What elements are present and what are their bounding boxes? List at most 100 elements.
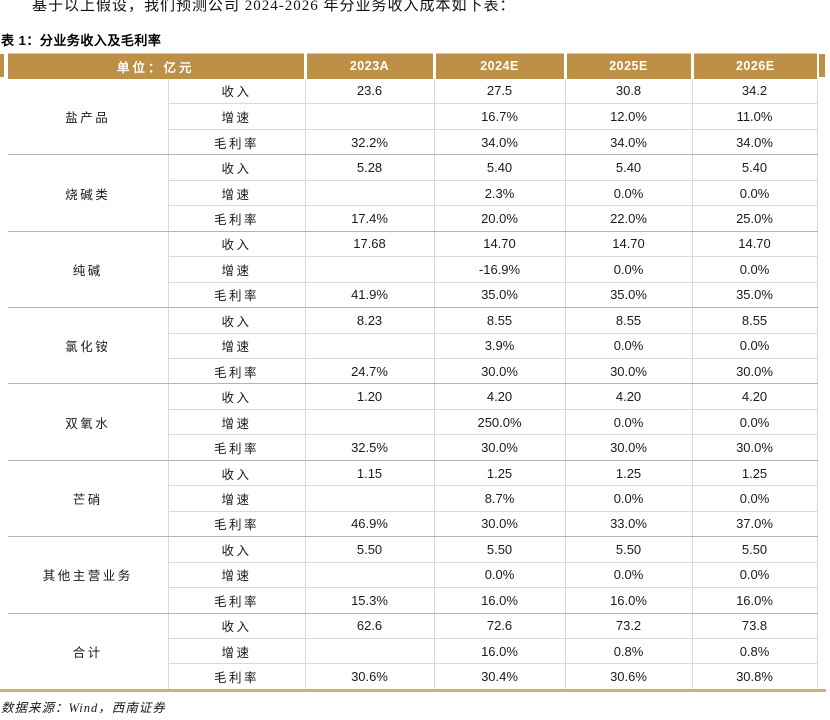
value-cell: 32.2% xyxy=(305,129,435,156)
value-cell: 35.0% xyxy=(692,282,818,309)
table-row: 毛利率 24.7% 30.0% 30.0% 30.0% xyxy=(8,358,818,385)
value-cell: 0.8% xyxy=(692,638,818,665)
metric-cell: 毛利率 xyxy=(168,511,306,538)
value-cell: 41.9% xyxy=(305,282,435,309)
metric-cell: 毛利率 xyxy=(168,205,306,232)
table-bottom-rule xyxy=(0,689,826,692)
value-cell: 14.70 xyxy=(434,231,566,258)
value-cell: 0.0% xyxy=(692,562,818,589)
header-left-sliver xyxy=(0,54,4,77)
metric-cell: 毛利率 xyxy=(168,129,306,156)
value-cell: 30.0% xyxy=(434,434,566,461)
value-cell xyxy=(305,485,435,512)
metric-cell: 收入 xyxy=(168,78,306,105)
value-cell: 8.23 xyxy=(305,307,435,334)
table-row: 双氧水 收入 1.20 4.20 4.20 4.20 xyxy=(8,383,818,461)
table-row: 毛利率 46.9% 30.0% 33.0% 37.0% xyxy=(8,511,818,538)
value-cell: 73.8 xyxy=(692,613,818,639)
value-cell: 16.0% xyxy=(565,587,693,614)
value-cell: 5.40 xyxy=(565,154,693,181)
table-row: 毛利率 41.9% 35.0% 35.0% 35.0% xyxy=(8,282,818,309)
value-cell: 15.3% xyxy=(305,587,435,614)
table-row: 纯碱 收入 17.68 14.70 14.70 14.70 xyxy=(8,231,818,309)
value-cell: 30.0% xyxy=(434,511,566,538)
value-cell: 30.6% xyxy=(565,663,693,690)
value-cell: 30.0% xyxy=(692,358,818,385)
value-cell: 8.7% xyxy=(434,485,566,512)
value-cell: 30.0% xyxy=(565,358,693,385)
value-cell: 5.50 xyxy=(565,536,693,563)
value-cell: 0.0% xyxy=(565,256,693,283)
value-cell xyxy=(305,562,435,589)
value-cell: 4.20 xyxy=(692,383,818,410)
category-cell: 氯化铵 xyxy=(8,307,169,385)
table-row: 增速 -16.9% 0.0% 0.0% xyxy=(8,256,818,283)
value-cell: 30.8% xyxy=(692,663,818,690)
value-cell: 8.55 xyxy=(565,307,693,334)
value-cell: 17.68 xyxy=(305,231,435,258)
value-cell: 2.3% xyxy=(434,180,566,207)
category-cell: 合计 xyxy=(8,613,169,690)
value-cell: 32.5% xyxy=(305,434,435,461)
value-cell: 1.25 xyxy=(692,460,818,487)
metric-cell: 收入 xyxy=(168,231,306,258)
value-cell: 0.0% xyxy=(692,333,818,359)
value-cell: -16.9% xyxy=(434,256,566,283)
value-cell: 37.0% xyxy=(692,511,818,538)
value-cell: 3.9% xyxy=(434,333,566,359)
value-cell xyxy=(305,333,435,359)
value-cell: 14.70 xyxy=(692,231,818,258)
unit-header-cell: 单位：亿元 xyxy=(8,53,306,79)
value-cell: 8.55 xyxy=(692,307,818,334)
value-cell: 35.0% xyxy=(434,282,566,309)
metric-cell: 增速 xyxy=(168,409,306,436)
value-cell: 5.40 xyxy=(434,154,566,181)
table-row: 增速 3.9% 0.0% 0.0% xyxy=(8,333,818,359)
table-row: 增速 0.0% 0.0% 0.0% xyxy=(8,562,818,589)
value-cell: 30.4% xyxy=(434,663,566,690)
value-cell: 33.0% xyxy=(565,511,693,538)
year-header-2023a: 2023A xyxy=(303,53,435,79)
metric-cell: 收入 xyxy=(168,307,306,334)
table-row: 增速 250.0% 0.0% 0.0% xyxy=(8,409,818,436)
metric-cell: 毛利率 xyxy=(168,358,306,385)
category-cell: 其他主营业务 xyxy=(8,536,169,614)
value-cell: 0.8% xyxy=(565,638,693,665)
value-cell: 30.6% xyxy=(305,663,435,690)
value-cell xyxy=(305,409,435,436)
category-cell: 芒硝 xyxy=(8,460,169,538)
metric-cell: 增速 xyxy=(168,638,306,665)
metric-cell: 收入 xyxy=(168,613,306,639)
metric-cell: 收入 xyxy=(168,154,306,181)
value-cell: 11.0% xyxy=(692,103,818,130)
value-cell: 23.6 xyxy=(305,78,435,105)
category-cell: 盐产品 xyxy=(8,78,169,156)
metric-cell: 收入 xyxy=(168,460,306,487)
table-row: 合计 收入 62.6 72.6 73.2 73.8 xyxy=(8,613,818,690)
value-cell: 14.70 xyxy=(565,231,693,258)
value-cell: 34.2 xyxy=(692,78,818,105)
table-row: 其他主营业务 收入 5.50 5.50 5.50 5.50 xyxy=(8,536,818,614)
metric-cell: 增速 xyxy=(168,485,306,512)
value-cell: 0.0% xyxy=(434,562,566,589)
value-cell: 72.6 xyxy=(434,613,566,639)
value-cell: 30.0% xyxy=(692,434,818,461)
value-cell: 1.25 xyxy=(565,460,693,487)
value-cell: 34.0% xyxy=(692,129,818,156)
value-cell: 0.0% xyxy=(565,333,693,359)
value-cell: 0.0% xyxy=(692,256,818,283)
metric-cell: 增速 xyxy=(168,180,306,207)
value-cell: 5.40 xyxy=(692,154,818,181)
value-cell: 12.0% xyxy=(565,103,693,130)
source-note: 数据来源：Wind，西南证券 xyxy=(1,701,166,715)
table-row: 毛利率 15.3% 16.0% 16.0% 16.0% xyxy=(8,587,818,614)
table-row: 增速 16.7% 12.0% 11.0% xyxy=(8,103,818,130)
table-row: 毛利率 32.5% 30.0% 30.0% 30.0% xyxy=(8,434,818,461)
value-cell: 4.20 xyxy=(565,383,693,410)
value-cell: 1.20 xyxy=(305,383,435,410)
category-cell: 烧碱类 xyxy=(8,154,169,232)
value-cell: 34.0% xyxy=(434,129,566,156)
table-row: 毛利率 30.6% 30.4% 30.6% 30.8% xyxy=(8,663,818,690)
value-cell xyxy=(305,103,435,130)
category-cell: 纯碱 xyxy=(8,231,169,309)
